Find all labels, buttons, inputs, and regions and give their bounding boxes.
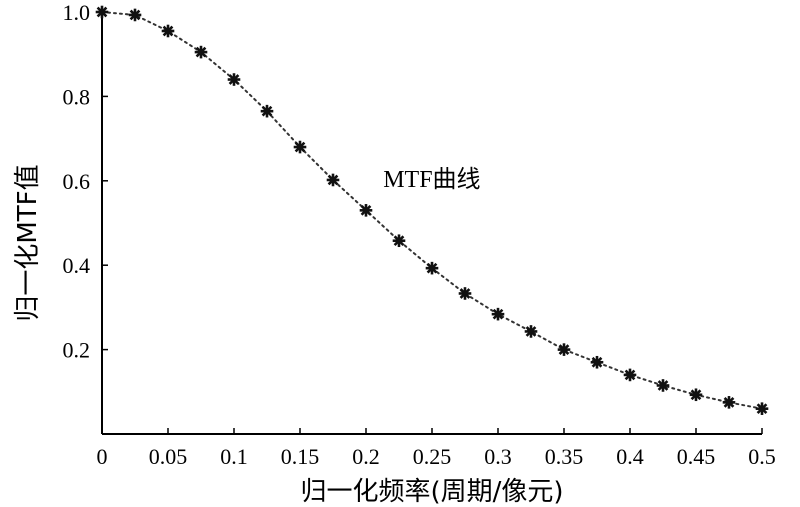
curve-annotation: MTF曲线 <box>383 166 480 193</box>
data-point-marker <box>722 396 736 409</box>
x-tick-label: 0 <box>97 444 108 469</box>
data-point-marker <box>491 307 505 321</box>
x-tick-label: 0.15 <box>281 444 320 469</box>
data-point-marker <box>359 204 373 217</box>
x-tick-label: 0.25 <box>413 444 452 469</box>
x-tick-label: 0.45 <box>677 444 716 469</box>
data-point-marker <box>161 24 175 38</box>
data-point-marker <box>689 388 703 402</box>
x-tick-label: 0.4 <box>616 444 644 469</box>
data-point-marker <box>260 104 274 118</box>
data-point-marker <box>623 368 637 382</box>
data-point-marker <box>326 173 340 187</box>
axes <box>101 12 762 435</box>
x-tick-label: 0.05 <box>149 444 188 469</box>
x-tick-label: 0.5 <box>748 444 776 469</box>
y-axis-title: 归一化MTF值 <box>13 164 43 321</box>
y-tick-label: 0.2 <box>63 338 91 363</box>
data-point-marker <box>293 140 307 154</box>
mtf-series-line <box>101 11 763 410</box>
y-ticks: 0.2 0.4 0.6 0.8 1.0 <box>63 0 108 363</box>
y-tick-label: 0.8 <box>63 84 91 109</box>
x-tick-label: 0.1 <box>220 444 248 469</box>
annotations: MTF曲线 <box>383 166 480 193</box>
data-point-marker <box>524 325 538 338</box>
data-point-marker <box>458 287 472 300</box>
series-group <box>95 5 769 415</box>
data-point-marker <box>656 379 670 392</box>
x-tick-label: 0.3 <box>484 444 512 469</box>
data-point-marker <box>128 8 142 22</box>
y-tick-label: 0.6 <box>63 169 91 194</box>
data-point-marker <box>425 261 439 275</box>
x-tick-label: 0.2 <box>352 444 380 469</box>
data-point-marker <box>95 5 109 19</box>
x-tick-label: 0.35 <box>545 444 584 469</box>
data-point-marker <box>194 45 208 59</box>
data-point-marker <box>557 343 571 356</box>
data-point-marker <box>590 355 604 369</box>
data-point-marker <box>392 234 406 248</box>
x-axis-title: 归一化频率(周期/像元) <box>300 477 563 507</box>
y-tick-label: 1.0 <box>63 0 91 25</box>
y-tick-label: 0.4 <box>63 253 91 278</box>
data-point-marker <box>227 73 241 86</box>
data-point-marker <box>755 402 769 415</box>
x-ticks: 0 0.05 0.1 0.15 0.2 0.25 0.3 0.35 0.4 0.45 0.5 <box>97 428 776 469</box>
